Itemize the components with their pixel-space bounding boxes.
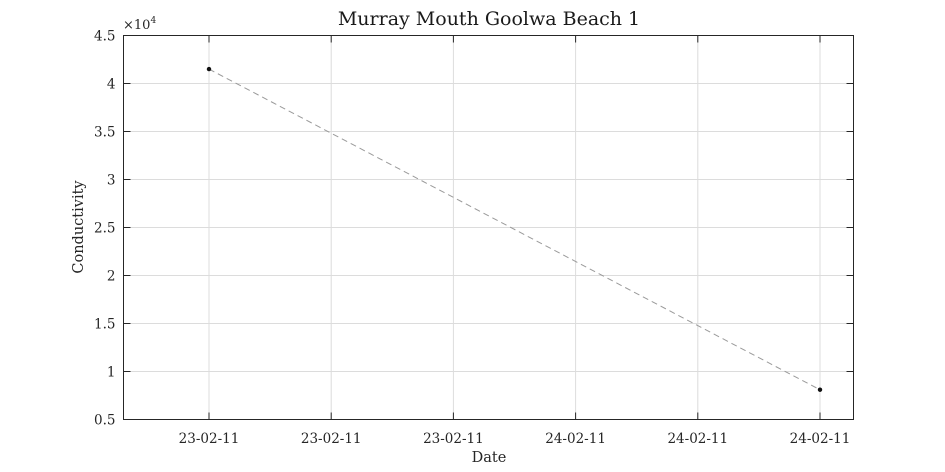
- x-tick-labels: 23-02-11 23-02-11 23-02-11 24-02-11 24-02-11…: [179, 431, 851, 447]
- x-tick-label: 23-02-11: [301, 431, 362, 447]
- x-axis-label: Date: [472, 450, 507, 466]
- x-tick-label: 23-02-11: [179, 431, 240, 447]
- x-tick-label: 24-02-11: [790, 431, 851, 447]
- x-tick-label: 24-02-11: [545, 431, 606, 447]
- y-tick-label: 2.5: [94, 221, 115, 237]
- x-tick-label: 23-02-11: [423, 431, 484, 447]
- y-axis-label: Conductivity: [71, 180, 87, 274]
- y-tick-label: 1.5: [94, 317, 115, 333]
- axis-ticks: [123, 35, 854, 420]
- x-tick-label: 24-02-11: [667, 431, 728, 447]
- y-tick-label: 0.5: [94, 413, 115, 429]
- y-tick-label: 3: [107, 173, 116, 189]
- series-conductivity: [206, 66, 823, 392]
- grid: [123, 35, 854, 420]
- y-exponent-power: 4: [150, 16, 156, 26]
- y-tick-label: 3.5: [94, 125, 115, 141]
- series-line: [208, 68, 821, 391]
- y-exponent: ×104: [123, 16, 156, 33]
- y-tick-label: 1: [107, 365, 116, 381]
- chart-title: Murray Mouth Goolwa Beach 1: [338, 8, 640, 30]
- y-tick-label: 4.5: [94, 29, 115, 45]
- y-tick-label: 2: [107, 269, 116, 285]
- data-point: [817, 387, 823, 392]
- data-point: [206, 66, 212, 72]
- y-tick-label: 4: [107, 77, 116, 93]
- y-tick-labels: 0.5 1 1.5 2 2.5 3 3.5 4 4.5: [94, 29, 115, 429]
- y-exponent-base: ×10: [123, 18, 150, 33]
